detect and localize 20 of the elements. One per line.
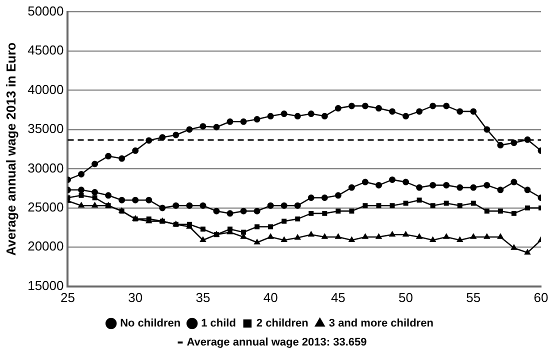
x-tick-label: 35 bbox=[196, 290, 210, 305]
x-tick-label: 55 bbox=[466, 290, 481, 305]
y-tick-label: 20000 bbox=[28, 238, 64, 254]
x-tick-label: 45 bbox=[330, 290, 346, 305]
legend-label: Average annual wage 2013: 33.659 bbox=[186, 336, 367, 349]
y-tick-label: 30000 bbox=[28, 160, 64, 176]
y-tick-label: 35000 bbox=[28, 121, 64, 136]
y-axis-title: Average annual wage 2013 in Euro bbox=[3, 42, 18, 256]
x-tick-label: 40 bbox=[263, 290, 278, 305]
legend-label: 2 children bbox=[256, 318, 309, 330]
y-tick-label: 45000 bbox=[28, 42, 64, 58]
y-tick-label: 25000 bbox=[28, 200, 64, 215]
x-tick-label: 30 bbox=[128, 290, 143, 305]
legend-label: 1 child bbox=[201, 318, 236, 330]
legend-label: 3 and more children bbox=[328, 318, 434, 330]
y-tick-label: 50000 bbox=[28, 3, 64, 18]
x-tick-label: 60 bbox=[534, 290, 548, 305]
x-tick-label: 50 bbox=[398, 290, 414, 305]
legend-label: No children bbox=[120, 318, 181, 330]
y-tick-label: 40000 bbox=[28, 82, 64, 97]
